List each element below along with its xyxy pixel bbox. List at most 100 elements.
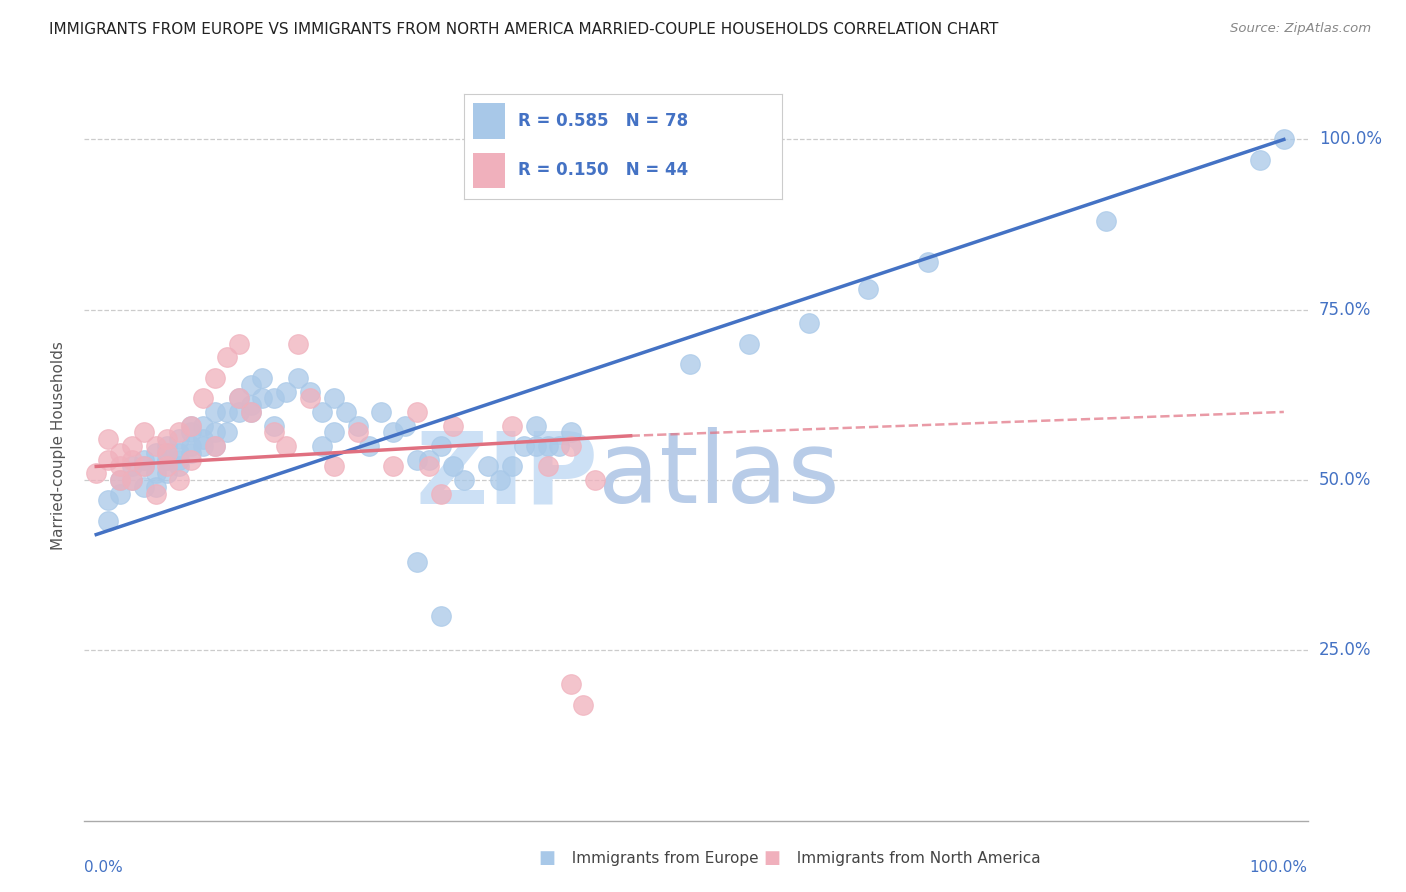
Text: ZIP: ZIP — [415, 427, 598, 524]
Point — [429, 609, 451, 624]
Point — [180, 446, 202, 460]
Point — [856, 282, 879, 296]
Point — [180, 418, 202, 433]
Point — [145, 446, 167, 460]
Point — [145, 480, 167, 494]
Point — [121, 439, 143, 453]
Point — [263, 425, 285, 440]
Point — [145, 439, 167, 453]
Point — [1094, 214, 1116, 228]
Point — [239, 405, 262, 419]
Point — [108, 459, 131, 474]
Point — [287, 336, 309, 351]
Point — [228, 392, 250, 406]
Point — [335, 405, 357, 419]
Point — [204, 439, 226, 453]
Point — [429, 486, 451, 500]
Point — [252, 371, 274, 385]
Text: 25.0%: 25.0% — [1319, 641, 1371, 659]
Point — [215, 351, 238, 365]
Point — [84, 467, 107, 481]
Text: IMMIGRANTS FROM EUROPE VS IMMIGRANTS FROM NORTH AMERICA MARRIED-COUPLE HOUSEHOLD: IMMIGRANTS FROM EUROPE VS IMMIGRANTS FRO… — [49, 22, 998, 37]
Point — [418, 459, 440, 474]
Point — [406, 405, 429, 419]
Text: ■: ■ — [538, 849, 555, 867]
Point — [311, 405, 333, 419]
Point — [276, 439, 298, 453]
Point — [97, 514, 120, 528]
Point — [156, 467, 179, 481]
Point — [169, 459, 191, 474]
Point — [406, 555, 429, 569]
Point — [441, 418, 464, 433]
Point — [121, 459, 143, 474]
Point — [501, 459, 523, 474]
Point — [263, 392, 285, 406]
Point — [215, 425, 238, 440]
Point — [477, 459, 499, 474]
Point — [156, 459, 179, 474]
Point — [156, 452, 179, 467]
Point — [513, 439, 536, 453]
Point — [180, 439, 202, 453]
Text: 100.0%: 100.0% — [1319, 130, 1382, 148]
Text: 75.0%: 75.0% — [1319, 301, 1371, 318]
Point — [429, 439, 451, 453]
Point — [191, 439, 214, 453]
Point — [132, 452, 155, 467]
Point — [191, 392, 214, 406]
Point — [97, 493, 120, 508]
Point — [239, 405, 262, 419]
Point — [418, 452, 440, 467]
Point — [97, 452, 120, 467]
Point — [679, 357, 702, 371]
Point — [239, 377, 262, 392]
Y-axis label: Married-couple Households: Married-couple Households — [51, 342, 66, 550]
Point — [311, 439, 333, 453]
Point — [108, 473, 131, 487]
Text: atlas: atlas — [598, 427, 839, 524]
Point — [204, 371, 226, 385]
Point — [346, 425, 368, 440]
Point — [156, 432, 179, 446]
Point — [252, 392, 274, 406]
Point — [156, 446, 179, 460]
Point — [441, 459, 464, 474]
Point — [108, 473, 131, 487]
Text: Source: ZipAtlas.com: Source: ZipAtlas.com — [1230, 22, 1371, 36]
Point — [191, 418, 214, 433]
Point — [228, 336, 250, 351]
Point — [132, 480, 155, 494]
Point — [560, 425, 582, 440]
Point — [394, 418, 416, 433]
Point — [228, 392, 250, 406]
Point — [145, 467, 167, 481]
Point — [298, 384, 321, 399]
Text: 50.0%: 50.0% — [1319, 471, 1371, 489]
Point — [346, 418, 368, 433]
Point — [121, 452, 143, 467]
Point — [560, 677, 582, 691]
Point — [1249, 153, 1271, 167]
Text: Immigrants from North America: Immigrants from North America — [787, 851, 1040, 865]
Point — [97, 432, 120, 446]
Text: 0.0%: 0.0% — [84, 860, 124, 874]
Point — [797, 317, 820, 331]
Point — [359, 439, 381, 453]
Point — [322, 459, 344, 474]
Point — [917, 255, 939, 269]
Point — [322, 425, 344, 440]
Point — [132, 425, 155, 440]
Point — [738, 336, 761, 351]
Point — [276, 384, 298, 399]
Point — [132, 459, 155, 474]
Point — [156, 439, 179, 453]
Point — [204, 439, 226, 453]
Point — [108, 486, 131, 500]
Point — [1272, 132, 1295, 146]
Point — [204, 405, 226, 419]
Point — [524, 418, 547, 433]
Point — [298, 392, 321, 406]
Point — [548, 439, 571, 453]
Point — [239, 398, 262, 412]
